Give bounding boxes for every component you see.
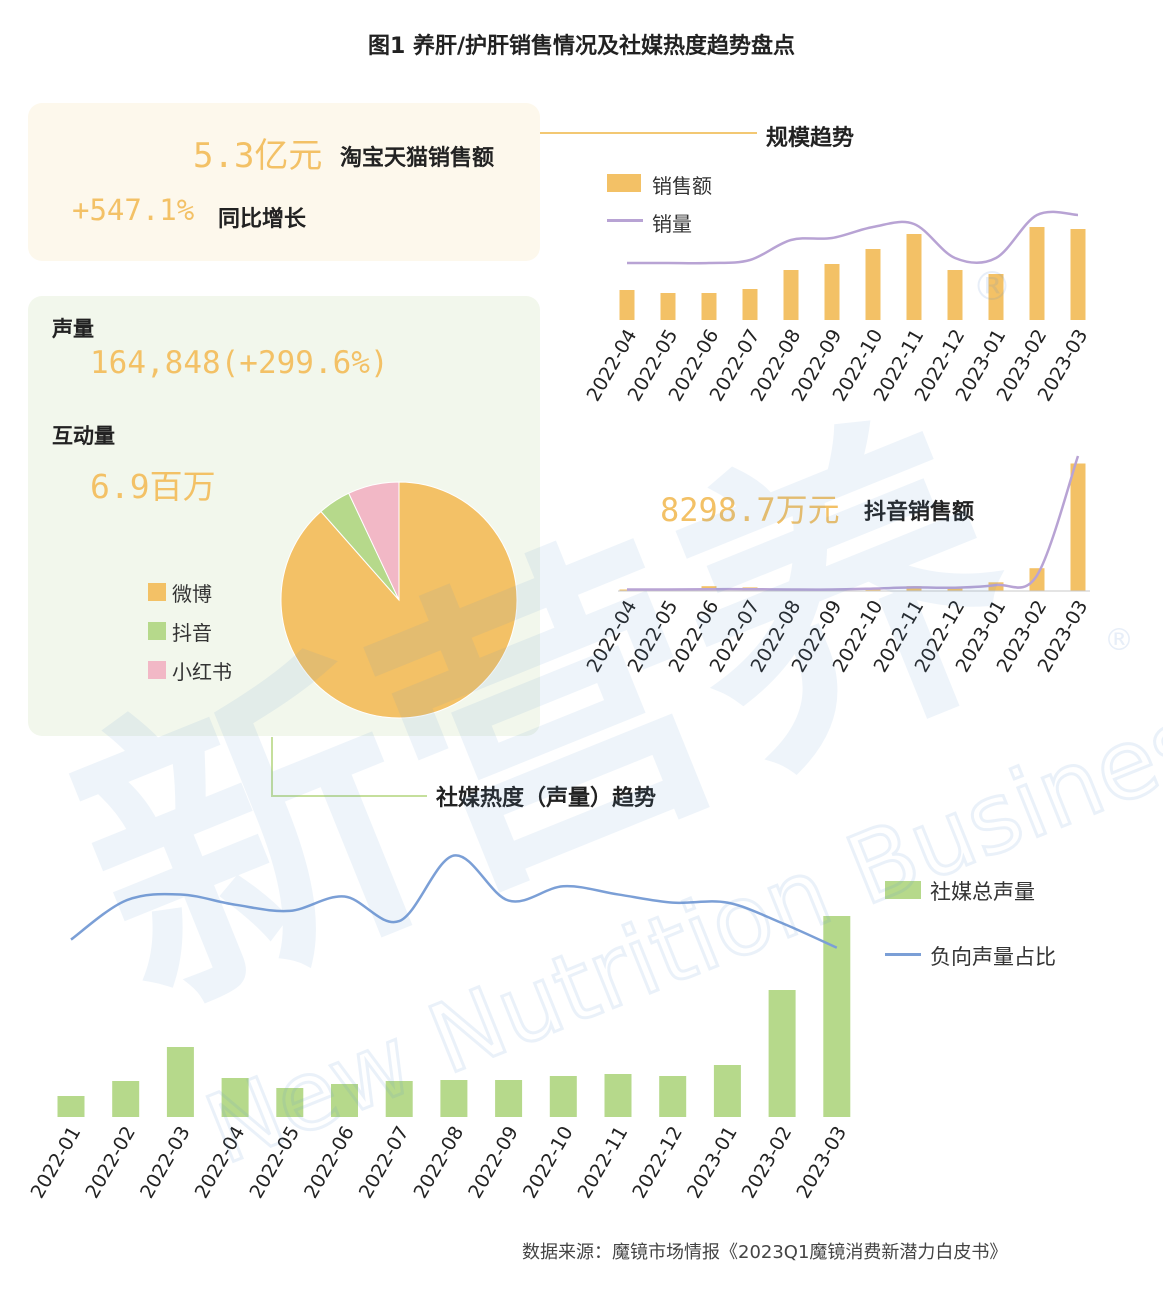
bar-2023-01 bbox=[713, 1065, 741, 1117]
chart-title: 图1 养肝/护肝销售情况及社媒热度趋势盘点 bbox=[367, 34, 795, 59]
douyin-amount-label: 抖音销售额 bbox=[864, 500, 975, 525]
x-tick-label: 2022-10 bbox=[519, 1123, 578, 1203]
x-tick-label: 2022-01 bbox=[27, 1123, 86, 1203]
legend-swatch-sales bbox=[607, 174, 641, 192]
legend-label-volume: 销量 bbox=[652, 212, 692, 236]
bar-2022-05 bbox=[660, 293, 676, 320]
x-tick-label: 2022-09 bbox=[464, 1123, 523, 1203]
bar-2023-03 bbox=[1070, 229, 1086, 320]
sales-amount-label: 淘宝天猫销售额 bbox=[340, 146, 495, 171]
data-source: 数据来源：魔镜市场情报《2023Q1魔镜消费新潜力白皮书》 bbox=[522, 1242, 1008, 1263]
legend-swatch-weibo bbox=[148, 583, 166, 601]
sales-growth-label: 同比增长 bbox=[218, 207, 307, 232]
voice-value: 164,848(+299.6%) bbox=[90, 345, 389, 381]
bar-2022-07 bbox=[385, 1081, 413, 1117]
legend-swatch-douyin bbox=[148, 622, 166, 640]
bar-2023-02 bbox=[768, 990, 796, 1117]
sales-growth-value: +547.1% bbox=[72, 193, 195, 227]
bar-2022-12 bbox=[947, 270, 963, 320]
douyin-sales-chart: 2022-042022-052022-062022-072022-082022-… bbox=[583, 455, 1092, 676]
bar-2022-08 bbox=[440, 1080, 468, 1117]
bar-2022-07 bbox=[742, 289, 758, 320]
series-line-销量 bbox=[627, 210, 1079, 265]
legend-swatch-xiaohongshu bbox=[148, 661, 166, 679]
legend-label-xiaohongshu: 小红书 bbox=[172, 660, 232, 684]
x-tick-label: 2023-03 bbox=[792, 1123, 851, 1203]
legend-label-sales: 销售额 bbox=[652, 174, 712, 198]
x-tick-label: 2022-11 bbox=[574, 1123, 633, 1203]
voice-label: 声量 bbox=[52, 317, 94, 341]
legend-swatch-total-voice bbox=[885, 881, 921, 899]
sales-amount-value: 5.3亿元 bbox=[193, 136, 323, 176]
x-tick-label: 2022-05 bbox=[245, 1123, 304, 1203]
bar-2022-10 bbox=[865, 249, 881, 320]
bar-2023-01 bbox=[988, 274, 1004, 320]
bar-2022-09 bbox=[495, 1080, 523, 1117]
legend-label-weibo: 微博 bbox=[172, 582, 212, 606]
bar-2023-01 bbox=[988, 582, 1004, 591]
legend-line-volume bbox=[607, 219, 643, 222]
bar-2022-02 bbox=[112, 1081, 140, 1117]
douyin-amount-value: 8298.7万元 bbox=[660, 491, 840, 529]
bar-2023-03 bbox=[1070, 463, 1086, 591]
series-line-负向声量占比 bbox=[70, 854, 838, 949]
bar-2023-02 bbox=[1029, 568, 1045, 591]
pie-slice-xiaohongshu bbox=[348, 481, 400, 601]
scale-trend-title: 规模趋势 bbox=[766, 126, 855, 151]
bar-2022-08 bbox=[783, 270, 799, 320]
sales-summary-panel bbox=[28, 103, 540, 261]
bar-2023-03 bbox=[823, 916, 851, 1117]
bar-2022-05 bbox=[276, 1088, 304, 1117]
bar-2022-04 bbox=[619, 290, 635, 320]
scale-trend-chart: 2022-042022-052022-062022-072022-082022-… bbox=[583, 210, 1092, 405]
social-trend-title: 社媒热度（声量）趋势 bbox=[436, 786, 657, 811]
series-line-trend bbox=[626, 455, 1080, 591]
legend-label-douyin: 抖音 bbox=[172, 621, 212, 645]
x-tick-label: 2023-01 bbox=[683, 1123, 742, 1203]
x-tick-label: 2022-06 bbox=[300, 1123, 359, 1203]
x-tick-label: 2022-12 bbox=[628, 1123, 687, 1203]
bar-2022-06 bbox=[701, 293, 717, 320]
x-tick-label: 2022-08 bbox=[409, 1123, 468, 1203]
bar-2022-11 bbox=[604, 1074, 632, 1117]
x-tick-label: 2022-04 bbox=[191, 1123, 250, 1203]
bar-2022-04 bbox=[221, 1078, 249, 1117]
interaction-value: 6.9百万 bbox=[90, 467, 216, 506]
x-tick-label: 2022-03 bbox=[136, 1123, 195, 1203]
interaction-label: 互动量 bbox=[52, 424, 115, 448]
social-leader-line bbox=[271, 737, 427, 797]
bar-2023-02 bbox=[1029, 227, 1045, 320]
bar-2022-11 bbox=[906, 234, 922, 320]
bar-2022-01 bbox=[57, 1096, 85, 1117]
bar-2022-12 bbox=[659, 1076, 687, 1117]
bar-2022-06 bbox=[331, 1084, 358, 1117]
legend-line-negative-ratio bbox=[885, 953, 921, 956]
bar-2022-03 bbox=[166, 1047, 194, 1117]
x-tick-label: 2023-02 bbox=[738, 1123, 797, 1203]
x-tick-label: 2022-07 bbox=[355, 1123, 414, 1203]
legend-label-total-voice: 社媒总声量 bbox=[930, 880, 1035, 904]
bar-2022-10 bbox=[549, 1076, 577, 1117]
bar-2022-09 bbox=[824, 264, 840, 320]
x-tick-label: 2022-02 bbox=[81, 1123, 140, 1203]
platform-pie-chart bbox=[280, 481, 518, 719]
social-voice-chart: 2022-012022-022022-032022-042022-052022-… bbox=[27, 854, 851, 1203]
legend-label-negative-ratio: 负向声量占比 bbox=[930, 945, 1056, 969]
